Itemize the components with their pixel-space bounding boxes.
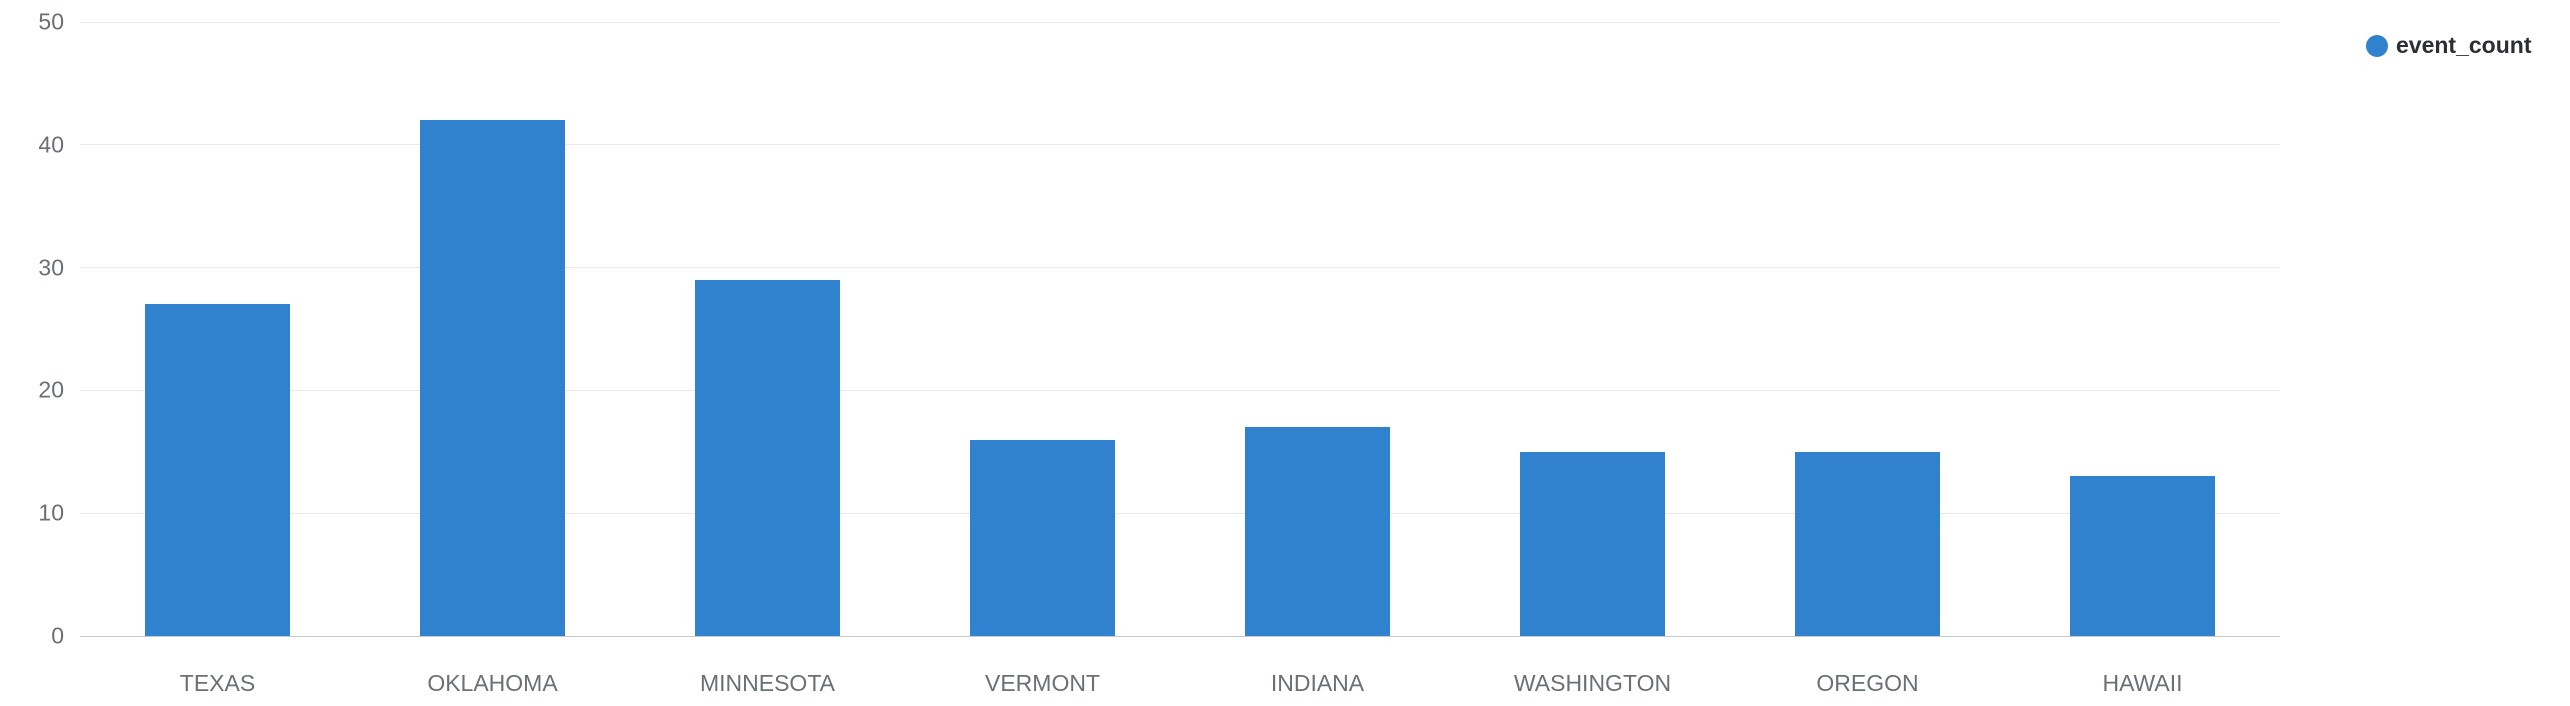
bar <box>1795 452 1941 636</box>
bar <box>2070 476 2216 636</box>
x-tick-label: HAWAII <box>2005 670 2280 697</box>
y-tick-label: 20 <box>0 377 64 404</box>
x-tick-label: TEXAS <box>80 670 355 697</box>
y-tick-label: 0 <box>0 623 64 650</box>
y-tick-label: 40 <box>0 131 64 158</box>
x-tick-label: OKLAHOMA <box>355 670 630 697</box>
y-tick-label: 30 <box>0 254 64 281</box>
bar <box>420 120 566 636</box>
bar <box>695 280 841 636</box>
y-tick-label: 10 <box>0 500 64 527</box>
x-tick-label: MINNESOTA <box>630 670 905 697</box>
x-tick-label: OREGON <box>1730 670 2005 697</box>
legend: event_count <box>2366 32 2531 59</box>
plot-area <box>80 22 2280 636</box>
x-tick-label: WASHINGTON <box>1455 670 1730 697</box>
x-tick-label: INDIANA <box>1180 670 1455 697</box>
bar <box>1245 427 1391 636</box>
bars-container <box>80 22 2280 636</box>
legend-swatch <box>2366 35 2388 57</box>
bar <box>1520 452 1666 636</box>
bar <box>145 304 291 636</box>
legend-label: event_count <box>2396 32 2531 59</box>
bar <box>970 440 1116 636</box>
bar-chart: 0 10 20 30 40 50 TEXASOKLAHOMAMINNESOTAVERMON… <box>0 0 2570 706</box>
y-tick-label: 50 <box>0 9 64 36</box>
x-tick-label: VERMONT <box>905 670 1180 697</box>
